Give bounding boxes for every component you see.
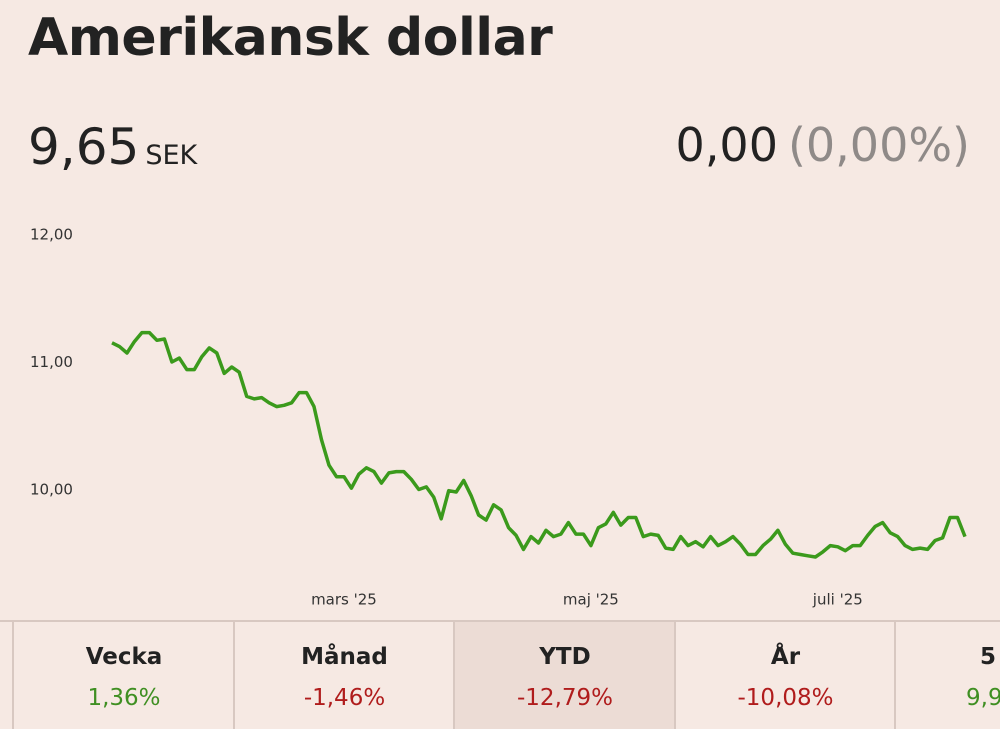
stat-value: 1,36% (87, 685, 161, 711)
price: 9,65 SEK (28, 118, 197, 176)
change-percent: (0,00%) (787, 118, 970, 172)
change: 0,00 (0,00%) (676, 118, 970, 172)
currency: SEK (145, 140, 198, 171)
x-tick-label: maj '25 (563, 591, 619, 609)
stat-label: Månad (301, 644, 388, 670)
stat-cell[interactable]: Månad -1,46% (232, 622, 455, 729)
stat-cell[interactable]: Vecka 1,36% (12, 622, 234, 729)
y-tick-label: 10,00 (30, 481, 73, 499)
price-line (111, 330, 967, 559)
x-tick-label: juli '25 (812, 591, 863, 609)
stat-value: -1,46% (303, 685, 386, 711)
stat-cell[interactable]: År -10,08% (673, 622, 896, 729)
change-value: 0,00 (675, 118, 778, 172)
y-tick-label: 11,00 (30, 353, 73, 371)
stat-cell[interactable]: 5 9,9 (894, 622, 1000, 729)
price-value: 9,65 (28, 118, 140, 176)
stat-value: -10,08% (737, 685, 834, 711)
stat-value: 9,9 (966, 685, 1000, 711)
stat-label: Vecka (85, 644, 163, 670)
chart: 10,00 11,00 12,00 mars '25 maj '25 juli '25 (30, 226, 967, 609)
stat-label: År (770, 644, 801, 670)
stat-label: YTD (539, 644, 591, 670)
x-tick-label: mars '25 (311, 591, 377, 609)
title: Amerikansk dollar (28, 8, 553, 68)
stat-cell[interactable]: YTD -12,79% (453, 622, 675, 729)
y-tick-label: 12,00 (30, 226, 73, 244)
stats-row: Vecka 1,36% Månad -1,46% YTD -12,79% År -10,08%… (0, 620, 1000, 729)
stat-value: -12,79% (517, 685, 613, 711)
stat-label: 5 (980, 644, 997, 670)
